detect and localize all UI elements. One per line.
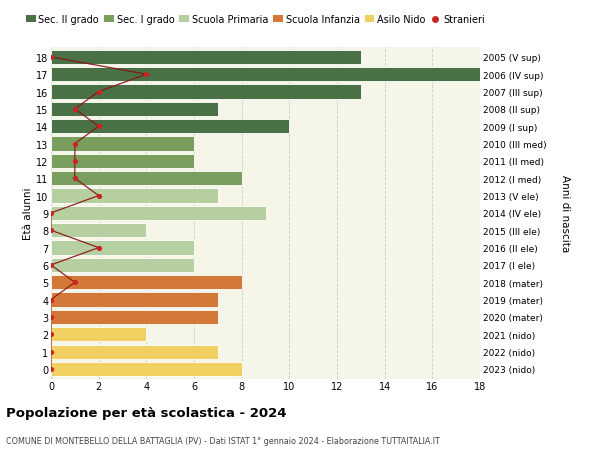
Point — [46, 227, 56, 235]
Bar — [51, 241, 194, 255]
Text: COMUNE DI MONTEBELLO DELLA BATTAGLIA (PV) - Dati ISTAT 1° gennaio 2024 - Elabora: COMUNE DI MONTEBELLO DELLA BATTAGLIA (PV… — [6, 436, 440, 445]
Point — [46, 210, 56, 217]
Bar — [51, 293, 218, 307]
Point — [46, 365, 56, 373]
Point — [46, 262, 56, 269]
Bar — [51, 189, 218, 203]
Point — [94, 244, 103, 252]
Point — [70, 106, 80, 113]
Point — [70, 279, 80, 286]
Bar — [51, 68, 480, 82]
Bar — [51, 50, 361, 65]
Point — [46, 296, 56, 303]
Point — [142, 71, 151, 78]
Bar — [51, 120, 289, 134]
Point — [94, 89, 103, 96]
Y-axis label: Età alunni: Età alunni — [23, 187, 33, 240]
Bar — [51, 102, 218, 117]
Bar — [51, 362, 242, 376]
Point — [70, 175, 80, 183]
Bar — [51, 345, 218, 359]
Text: Popolazione per età scolastica - 2024: Popolazione per età scolastica - 2024 — [6, 406, 287, 419]
Bar — [51, 154, 194, 168]
Bar — [51, 275, 242, 290]
Point — [46, 348, 56, 356]
Bar — [51, 172, 242, 186]
Point — [94, 123, 103, 131]
Bar — [51, 310, 218, 325]
Y-axis label: Anni di nascita: Anni di nascita — [560, 175, 570, 252]
Bar — [51, 85, 361, 100]
Legend: Sec. II grado, Sec. I grado, Scuola Primaria, Scuola Infanzia, Asilo Nido, Stran: Sec. II grado, Sec. I grado, Scuola Prim… — [26, 15, 485, 25]
Point — [46, 54, 56, 62]
Bar — [51, 327, 146, 341]
Bar — [51, 207, 265, 220]
Point — [70, 140, 80, 148]
Bar — [51, 258, 194, 273]
Point — [94, 192, 103, 200]
Point — [46, 313, 56, 321]
Bar — [51, 224, 146, 238]
Point — [46, 331, 56, 338]
Bar — [51, 137, 194, 151]
Point — [70, 158, 80, 165]
